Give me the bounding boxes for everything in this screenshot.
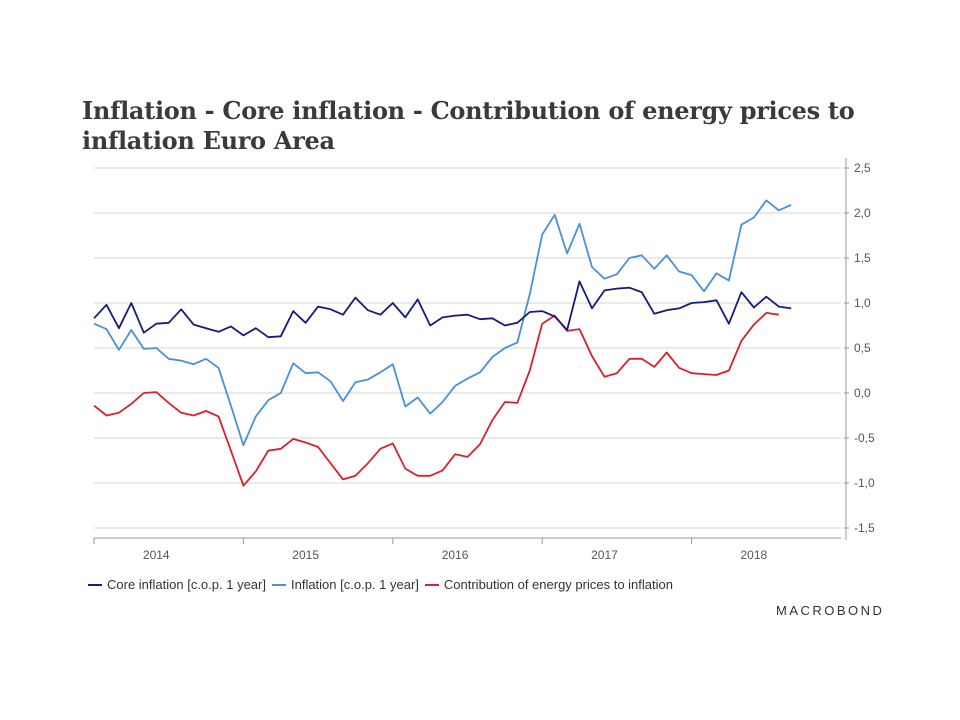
series-line-energy-contribution bbox=[93, 311, 779, 487]
legend-label-inflation: Inflation [c.o.p. 1 year] bbox=[290, 577, 419, 592]
y-axis: 2,5 2,0 1,5 1,0 0,5 0,0 -0,5 -1,0 -1,5 bbox=[844, 158, 875, 540]
y-tick-label: -0,5 bbox=[854, 431, 875, 445]
legend-label-energy-contribution: Contribution of energy prices to inflati… bbox=[443, 577, 673, 592]
series-line-inflation bbox=[93, 199, 792, 447]
y-tick-label: 0,0 bbox=[854, 386, 871, 400]
legend-swatch-inflation bbox=[271, 583, 286, 586]
gridlines bbox=[94, 167, 841, 529]
legend: Core inflation [c.o.p. 1 year] Inflation… bbox=[88, 577, 673, 592]
x-tick-label: 2015 bbox=[292, 548, 319, 562]
x-tick-label: 2018 bbox=[740, 548, 767, 562]
x-tick-label: 2014 bbox=[143, 548, 170, 562]
legend-item-core-inflation: Core inflation [c.o.p. 1 year] bbox=[88, 577, 266, 592]
x-axis: 2014 2015 2016 2017 2018 bbox=[93, 537, 841, 562]
chart-title: Inflation - Core inflation - Contributio… bbox=[82, 96, 855, 155]
legend-item-energy-contribution: Contribution of energy prices to inflati… bbox=[424, 577, 673, 592]
x-tick-label: 2016 bbox=[442, 548, 469, 562]
legend-label-core-inflation: Core inflation [c.o.p. 1 year] bbox=[107, 577, 266, 592]
y-tick-label: 0,5 bbox=[854, 341, 871, 355]
macrobond-logo: MACROBOND bbox=[776, 603, 885, 618]
series-lines bbox=[93, 199, 792, 487]
y-tick-label: -1,0 bbox=[854, 476, 875, 490]
legend-swatch-core-inflation bbox=[88, 583, 102, 586]
y-tick-label: 1,0 bbox=[854, 296, 871, 310]
x-tick-label: 2017 bbox=[591, 548, 618, 562]
y-tick-label: -1,5 bbox=[854, 521, 875, 535]
legend-swatch-energy-contribution bbox=[424, 583, 439, 586]
y-tick-label: 1,5 bbox=[854, 251, 871, 265]
y-tick-label: 2,0 bbox=[854, 206, 871, 220]
legend-item-inflation: Inflation [c.o.p. 1 year] bbox=[271, 577, 419, 592]
series-line-core-inflation bbox=[93, 280, 792, 339]
y-tick-label: 2,5 bbox=[854, 161, 871, 175]
